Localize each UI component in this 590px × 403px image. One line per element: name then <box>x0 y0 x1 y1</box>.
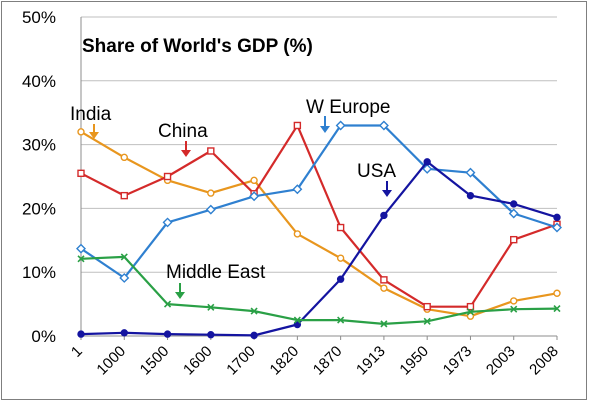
series-line-india <box>80 130 558 318</box>
data-point <box>293 316 301 324</box>
x-tick-label: 1600 <box>180 343 216 379</box>
data-point <box>163 172 172 181</box>
data-point <box>380 276 388 284</box>
data-point <box>422 163 433 174</box>
data-point <box>553 289 561 297</box>
data-point <box>250 307 258 315</box>
x-tick-label: 1950 <box>396 343 432 379</box>
x-tick-label: 1820 <box>267 343 303 379</box>
data-point <box>77 255 85 263</box>
data-point <box>510 235 518 244</box>
data-point <box>163 330 172 338</box>
x-tick-label: 2003 <box>483 343 519 379</box>
y-tick-label: 20% <box>22 199 56 218</box>
data-point <box>293 230 302 238</box>
series-line-w-europe <box>80 124 558 279</box>
data-point <box>293 121 302 130</box>
data-point <box>510 200 518 208</box>
x-tick-label: 1913 <box>353 343 389 379</box>
data-point <box>378 120 389 131</box>
axes: 0% 10% 20% 30% 40% 50% 1 1000 1500 1600 1700 1820 18… <box>22 8 562 378</box>
x-tick-label: 1 <box>68 343 86 361</box>
annotations: India China W Europe USA Middle East <box>70 97 396 299</box>
annotation-arrowhead-usa <box>382 190 392 197</box>
data-point <box>510 297 518 305</box>
annotation-label-usa: USA <box>357 161 396 182</box>
data-point <box>466 302 475 311</box>
data-point <box>207 303 215 311</box>
series-line-usa <box>80 160 558 337</box>
annotation-label-w-europe: W Europe <box>306 97 390 118</box>
data-point <box>120 253 128 261</box>
data-point <box>380 211 388 220</box>
data-point <box>337 316 345 324</box>
annotation-arrowhead-china <box>181 150 191 157</box>
gridlines <box>81 16 557 337</box>
x-tick-label: 1870 <box>310 343 346 379</box>
data-point <box>552 222 562 233</box>
series-layer <box>76 120 562 340</box>
data-point <box>120 191 128 200</box>
data-point <box>77 128 85 136</box>
data-point <box>553 213 561 222</box>
data-point <box>466 308 475 316</box>
y-tick-label: 0% <box>31 327 56 346</box>
data-point <box>465 167 476 178</box>
data-point <box>120 153 128 162</box>
data-point <box>336 254 345 262</box>
data-point <box>76 243 86 254</box>
data-point <box>335 120 346 131</box>
data-point <box>380 320 388 328</box>
annotation-label-india: India <box>70 104 112 125</box>
data-point <box>336 275 345 283</box>
data-point <box>423 158 431 166</box>
data-point <box>380 284 388 292</box>
x-tick-label: 1500 <box>137 343 173 379</box>
series-line-middle-east <box>80 255 558 325</box>
y-tick-label: 40% <box>22 72 56 91</box>
data-point <box>423 317 431 325</box>
series-line-china <box>80 124 558 308</box>
annotation-arrowhead-middle-east <box>175 292 185 299</box>
data-point <box>466 312 475 320</box>
data-point <box>508 208 519 219</box>
data-point <box>207 189 215 197</box>
data-point <box>77 330 85 338</box>
data-point <box>292 184 303 195</box>
data-point <box>207 147 215 155</box>
data-point <box>119 272 130 283</box>
data-point <box>553 305 561 313</box>
data-point <box>249 191 260 202</box>
chart-title: Share of World's GDP (%) <box>82 36 313 57</box>
data-point <box>466 191 475 200</box>
annotation-label-china: China <box>158 121 208 142</box>
data-point <box>510 305 518 313</box>
data-point <box>207 331 215 339</box>
y-tick-label: 30% <box>22 136 56 155</box>
data-point <box>163 300 172 308</box>
annotation-arrowhead-india <box>89 132 99 139</box>
data-point <box>250 176 258 185</box>
x-tick-label: 1700 <box>223 343 259 379</box>
annotation-arrowhead-w-europe <box>320 126 330 133</box>
x-tick-label: 1000 <box>93 343 129 379</box>
data-point <box>120 329 128 337</box>
data-point <box>205 204 216 215</box>
data-point <box>293 320 302 329</box>
data-point <box>162 217 173 228</box>
x-tick-label: 2008 <box>526 343 562 379</box>
data-point <box>77 169 85 178</box>
annotation-label-middle-east: Middle East <box>166 262 266 283</box>
data-point <box>423 302 431 311</box>
y-tick-label: 50% <box>22 8 56 27</box>
data-point <box>250 331 258 340</box>
data-point <box>336 223 345 232</box>
y-tick-label: 10% <box>22 263 56 282</box>
x-tick-label: 1973 <box>440 343 476 379</box>
